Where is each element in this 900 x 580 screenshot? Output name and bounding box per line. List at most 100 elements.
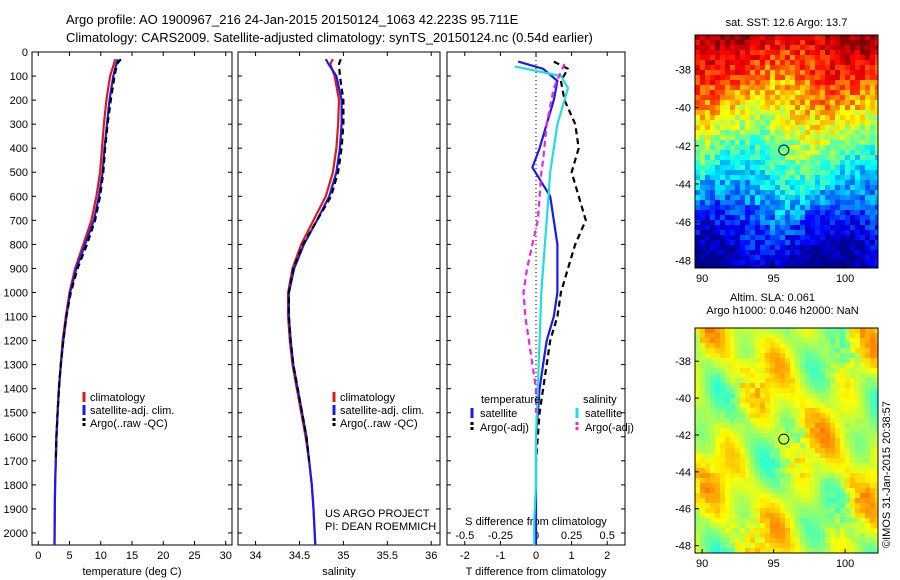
sla_map-cell — [785, 363, 790, 368]
sla_map-cell — [820, 438, 825, 443]
sla_map-xtick-label: 90 — [696, 558, 708, 570]
sla_map-cell — [765, 368, 770, 373]
sla_map-cell — [810, 493, 815, 498]
sla_map-cell — [865, 413, 870, 418]
sst_map-cell — [785, 180, 790, 185]
temperature-ytick-label: 1200 — [4, 336, 28, 348]
sst_map-cell — [725, 50, 730, 55]
sla_map-cell — [695, 528, 700, 533]
sst_map-cell — [795, 50, 800, 55]
sla_map-cell — [765, 413, 770, 418]
sla_map-cell — [715, 388, 720, 393]
sst_map-cell — [795, 225, 800, 230]
sla_map-cell — [770, 358, 775, 363]
sla_map-cell — [720, 493, 725, 498]
sst_map-cell — [790, 235, 795, 240]
sla_map-cell — [845, 358, 850, 363]
sst_map-cell — [825, 145, 830, 150]
sst_map-cell — [870, 70, 875, 75]
sla_map-cell — [695, 478, 700, 483]
sla_map-cell — [800, 418, 805, 423]
sst_map-cell — [730, 45, 735, 50]
salinity-series-argo — [287, 58, 345, 461]
sst_map-cell — [760, 185, 765, 190]
sla_map-cell — [840, 408, 845, 413]
sla_map-cell — [850, 508, 855, 513]
sla_map-cell — [865, 353, 870, 358]
sla_map-cell — [870, 398, 875, 403]
sst_map-cell — [715, 80, 720, 85]
sst_map-cell — [695, 205, 700, 210]
sst_map-cell — [715, 215, 720, 220]
difference-legend-label: satellite — [585, 408, 622, 420]
sst_map-cell — [850, 260, 855, 265]
sst_map-cell — [700, 125, 705, 130]
sst_map-cell — [725, 210, 730, 215]
sla_map-cell — [780, 448, 785, 453]
difference-legend-label: Argo(-adj) — [480, 422, 529, 434]
sla_map-cell — [695, 443, 700, 448]
sla_map-cell — [705, 498, 710, 503]
sla_map-cell — [860, 533, 865, 538]
sst_map-cell — [820, 255, 825, 260]
sst_map-cell — [875, 75, 878, 80]
sla_map-cell — [855, 518, 860, 523]
sst_map-cell — [860, 115, 865, 120]
sla_map-cell — [815, 488, 820, 493]
sst_map-cell — [875, 145, 878, 150]
sla_map-cell — [695, 508, 700, 513]
sst_map-cell — [750, 145, 755, 150]
sla_map-cell — [830, 338, 835, 343]
sla_map-cell — [740, 388, 745, 393]
sst_map-cell — [770, 215, 775, 220]
difference-series-sat_s — [514, 65, 570, 545]
sla_map-cell — [875, 433, 878, 438]
sst_map-cell — [725, 40, 730, 45]
sla_map-cell — [770, 518, 775, 523]
sst_map-cell — [730, 80, 735, 85]
sla_map-cell — [765, 468, 770, 473]
sst_map-cell — [710, 185, 715, 190]
sst_map-cell — [715, 170, 720, 175]
sst_map-cell — [775, 35, 780, 40]
sst_map-cell — [760, 215, 765, 220]
sst_map-cell — [730, 150, 735, 155]
header-line-1: Argo profile: AO 1900967_216 24-Jan-2015… — [66, 12, 519, 27]
sla_map-cell — [735, 348, 740, 353]
sla_map-cell — [705, 338, 710, 343]
sla_map-cell — [825, 528, 830, 533]
sst_map-cell — [785, 45, 790, 50]
sst_map-cell — [870, 220, 875, 225]
sla_map-cell — [705, 548, 710, 553]
sla_map-xtick-label: 100 — [836, 558, 854, 570]
sst_map-cell — [785, 155, 790, 160]
sla_map-cell — [850, 368, 855, 373]
sst_map-cell — [735, 210, 740, 215]
sst_map-cell — [755, 85, 760, 90]
sst_map-cell — [875, 155, 878, 160]
sla_map-cell — [705, 463, 710, 468]
sst_map-cell — [870, 115, 875, 120]
sla_map-cell — [820, 348, 825, 353]
sla_map-cell — [775, 498, 780, 503]
sst_map-cell — [820, 45, 825, 50]
sst_map-cell — [745, 145, 750, 150]
salinity-legend-label: Argo(..raw -QC) — [340, 418, 418, 430]
sla_map-cell — [840, 443, 845, 448]
sla_map-cell — [800, 358, 805, 363]
sst_map-cell — [695, 200, 700, 205]
sst_map-cell — [730, 245, 735, 250]
sla_map-cell — [870, 333, 875, 338]
sst_map-cell — [755, 120, 760, 125]
temperature-xtick-label: 20 — [157, 550, 169, 562]
sla_map-cell — [815, 518, 820, 523]
sla_map-cell — [750, 478, 755, 483]
sst_map-cell — [710, 35, 715, 40]
salinity-plot-frame — [237, 51, 441, 546]
sla_map-cell — [785, 418, 790, 423]
sla_map-cell — [755, 433, 760, 438]
sst_map-cell — [850, 105, 855, 110]
sla_map-cell — [875, 378, 878, 383]
sst_map-cell — [700, 205, 705, 210]
sst_map-cell — [725, 145, 730, 150]
